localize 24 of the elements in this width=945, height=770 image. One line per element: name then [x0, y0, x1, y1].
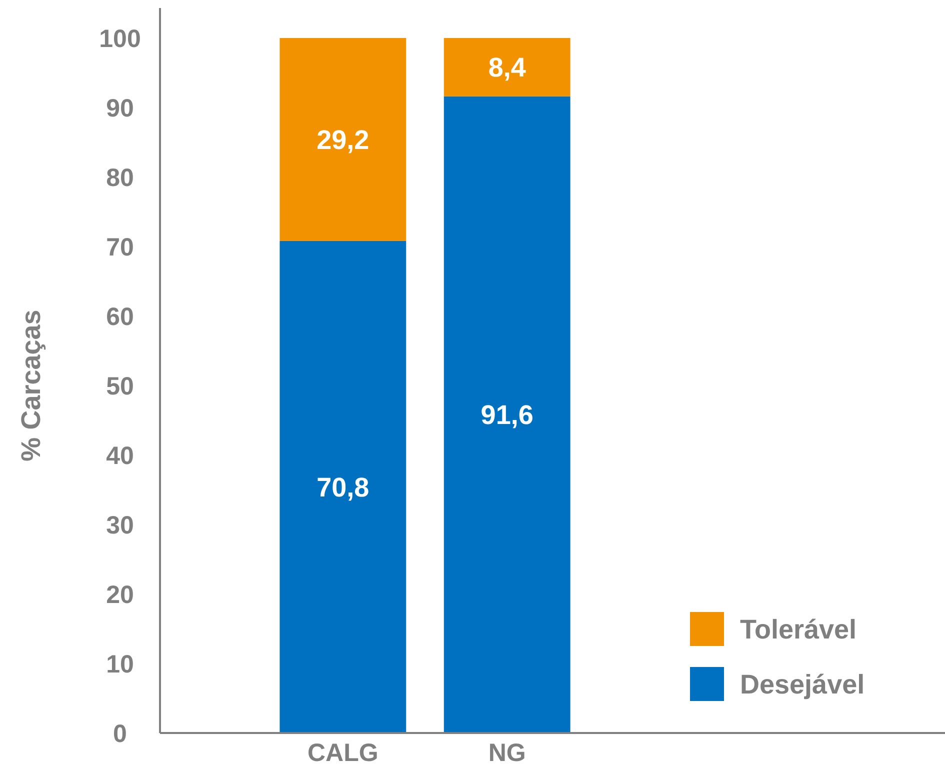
y-tick-label: 80 — [106, 164, 134, 192]
y-tick-label: 60 — [106, 302, 134, 331]
y-tick-label: 30 — [106, 511, 134, 540]
data-label: 29,2 — [316, 124, 370, 155]
y-axis-title: % Carcaças — [16, 310, 46, 462]
x-tick-label: NG — [488, 739, 526, 767]
data-label: 91,6 — [480, 400, 534, 430]
y-tick-label: 0 — [113, 720, 127, 748]
y-tick-label: 20 — [106, 580, 134, 609]
y-tick-label: 10 — [106, 650, 134, 678]
y-tick-label: 50 — [106, 372, 134, 400]
bar — [444, 96, 570, 733]
data-label: 70,8 — [316, 472, 370, 502]
y-tick-label: 40 — [106, 442, 134, 470]
bar — [280, 240, 406, 733]
y-tick-label: 90 — [106, 94, 134, 122]
bar — [280, 38, 406, 241]
legend-label: Tolerável — [740, 614, 857, 644]
bar — [444, 38, 570, 96]
y-tick-label: 70 — [106, 233, 134, 262]
data-label: 8,4 — [488, 52, 526, 83]
x-tick-label: CALG — [307, 739, 378, 767]
legend-label: Desejável — [740, 669, 865, 700]
y-tick-label: 100 — [99, 24, 141, 53]
